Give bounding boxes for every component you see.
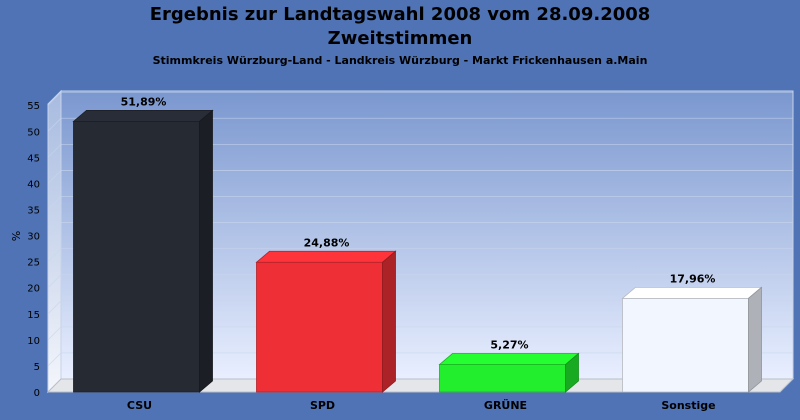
- gridline: [47, 352, 793, 367]
- x-tick-label: Sonstige: [661, 399, 715, 412]
- y-tick-label: 30: [27, 232, 40, 243]
- bar-top-face: [72, 110, 214, 122]
- bar-top-face: [255, 250, 397, 263]
- bar-side-face: [199, 109, 213, 393]
- bar-top-face: [438, 353, 580, 365]
- gridline: [47, 222, 793, 236]
- y-tick-label: 35: [27, 206, 40, 217]
- bar-top-face: [621, 286, 763, 299]
- y-tick-label: 45: [27, 153, 40, 164]
- y-tick-label: 20: [27, 284, 40, 295]
- y-axis-label: %: [10, 231, 23, 241]
- gridline: [47, 91, 793, 106]
- y-tick-label: 40: [27, 179, 40, 190]
- bar-spd: [256, 261, 383, 393]
- gridline: [47, 196, 793, 210]
- gridline: [47, 300, 793, 315]
- y-tick-label: 15: [27, 310, 40, 321]
- gridline: [47, 143, 793, 158]
- x-tick-label: CSU: [127, 399, 152, 412]
- y-tick-label: 10: [27, 336, 40, 347]
- y-tick-label: 0: [34, 388, 40, 399]
- x-tick-label: GRÜNE: [484, 398, 527, 412]
- chart-left-wall: [47, 89, 62, 394]
- bar-side-face: [382, 250, 396, 393]
- data-label: 24,88%: [304, 236, 350, 249]
- gridline: [47, 274, 793, 288]
- chart-title: Ergebnis zur Landtagswahl 2008 vom 28.09…: [149, 4, 651, 25]
- data-label: 51,89%: [121, 95, 167, 108]
- gridline: [47, 117, 793, 132]
- y-tick-label: 5: [34, 362, 40, 373]
- bar-side-face: [565, 352, 579, 393]
- data-label: 17,96%: [670, 272, 716, 285]
- x-tick-label: SPD: [310, 399, 335, 412]
- bar-csu: [73, 121, 200, 393]
- gridline: [47, 170, 793, 184]
- y-tick-label: 55: [27, 101, 40, 112]
- bar-sonstige: [622, 297, 749, 393]
- y-tick-label: 50: [27, 127, 40, 138]
- bar-grüne: [439, 364, 566, 393]
- y-tick-label: 25: [27, 258, 40, 269]
- bar-side-face: [748, 286, 762, 393]
- gridline: [47, 248, 793, 262]
- gridline: [47, 326, 793, 341]
- chart-subtitle: Zweitstimmen: [327, 28, 473, 49]
- chart-sub-subtitle: Stimmkreis Würzburg-Land - Landkreis Wür…: [152, 54, 648, 67]
- data-label: 5,27%: [490, 339, 528, 352]
